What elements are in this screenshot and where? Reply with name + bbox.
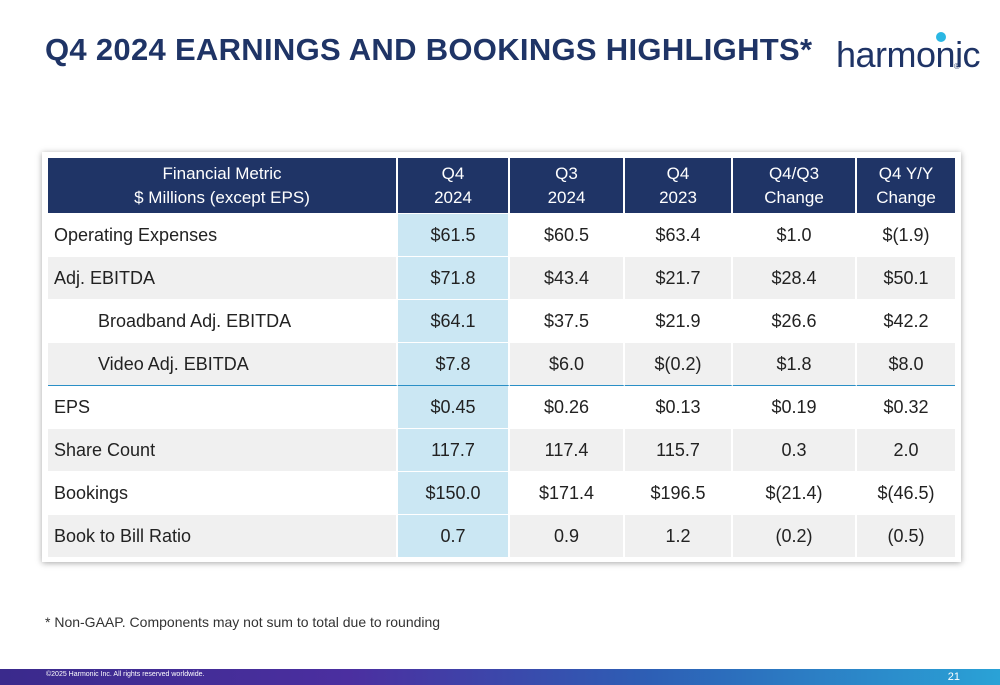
page-number: 21 [947, 671, 960, 683]
cell-value: $1.0 [733, 213, 857, 256]
page-title: Q4 2024 EARNINGS AND BOOKINGS HIGHLIGHTS… [45, 32, 813, 67]
cell-value: $61.5 [398, 213, 510, 256]
cell-value: $43.4 [510, 256, 625, 299]
header-q3-2024: Q3 2024 [510, 158, 625, 213]
header-q4-yy-change: Q4 Y/Y Change [857, 158, 955, 213]
cell-value: $21.9 [625, 299, 733, 342]
footnote: * Non-GAAP. Components may not sum to to… [45, 614, 441, 630]
financial-metrics-table: Financial Metric $ Millions (except EPS) … [48, 158, 955, 557]
table-row: Adj. EBITDA $71.8 $43.4 $21.7 $28.4 $50.… [48, 256, 955, 299]
cell-value: 0.9 [510, 514, 625, 557]
cell-value: $(46.5) [857, 471, 955, 514]
cell-value: $28.4 [733, 256, 857, 299]
cell-value: $0.13 [625, 385, 733, 428]
metric-label: Bookings [48, 471, 398, 514]
cell-value: $50.1 [857, 256, 955, 299]
cell-value: 0.7 [398, 514, 510, 557]
cell-value: 115.7 [625, 428, 733, 471]
cell-value: $64.1 [398, 299, 510, 342]
table-row: EPS $0.45 $0.26 $0.13 $0.19 $0.32 [48, 385, 955, 428]
metric-label: Operating Expenses [48, 213, 398, 256]
header-financial-metric: Financial Metric $ Millions (except EPS) [48, 158, 398, 213]
cell-value: $8.0 [857, 342, 955, 385]
header-q4-2024: Q4 2024 [398, 158, 510, 213]
cell-value: $42.2 [857, 299, 955, 342]
metric-label: Broadband Adj. EBITDA [48, 299, 398, 342]
cell-value: $196.5 [625, 471, 733, 514]
cell-value: $7.8 [398, 342, 510, 385]
table-row: Operating Expenses $61.5 $60.5 $63.4 $1.… [48, 213, 955, 256]
cell-value: $21.7 [625, 256, 733, 299]
table-row: Book to Bill Ratio 0.7 0.9 1.2 (0.2) (0.… [48, 514, 955, 557]
cell-value: 1.2 [625, 514, 733, 557]
cell-value: $(21.4) [733, 471, 857, 514]
logo-play-dot-icon [936, 32, 946, 42]
cell-value: $6.0 [510, 342, 625, 385]
cell-value: $0.26 [510, 385, 625, 428]
metric-label: Video Adj. EBITDA [48, 342, 398, 385]
table-row: Broadband Adj. EBITDA $64.1 $37.5 $21.9 … [48, 299, 955, 342]
metric-label: EPS [48, 385, 398, 428]
table-row: Share Count 117.7 117.4 115.7 0.3 2.0 [48, 428, 955, 471]
cell-value: $71.8 [398, 256, 510, 299]
cell-value: 117.4 [510, 428, 625, 471]
cell-value: 0.3 [733, 428, 857, 471]
cell-value: $60.5 [510, 213, 625, 256]
cell-value: (0.2) [733, 514, 857, 557]
metric-label: Share Count [48, 428, 398, 471]
metric-label: Adj. EBITDA [48, 256, 398, 299]
logo-wordmark: harmonic [836, 34, 981, 75]
table-header-row: Financial Metric $ Millions (except EPS) … [48, 158, 955, 213]
metric-label: Book to Bill Ratio [48, 514, 398, 557]
cell-value: 117.7 [398, 428, 510, 471]
table-row: Bookings $150.0 $171.4 $196.5 $(21.4) $(… [48, 471, 955, 514]
footer-bar [0, 669, 1000, 685]
cell-value: $0.45 [398, 385, 510, 428]
logo-registered-mark: ® [954, 62, 960, 71]
cell-value: $(1.9) [857, 213, 955, 256]
cell-value: $37.5 [510, 299, 625, 342]
cell-value: $0.19 [733, 385, 857, 428]
harmonic-logo: harmonic ® [836, 32, 981, 78]
cell-value: $150.0 [398, 471, 510, 514]
financial-table-container: Financial Metric $ Millions (except EPS) … [42, 152, 961, 562]
cell-value: $1.8 [733, 342, 857, 385]
cell-value: $63.4 [625, 213, 733, 256]
header-q4-2023: Q4 2023 [625, 158, 733, 213]
cell-value: (0.5) [857, 514, 955, 557]
cell-value: $26.6 [733, 299, 857, 342]
cell-value: $0.32 [857, 385, 955, 428]
cell-value: $(0.2) [625, 342, 733, 385]
table-row: Video Adj. EBITDA $7.8 $6.0 $(0.2) $1.8 … [48, 342, 955, 385]
cell-value: 2.0 [857, 428, 955, 471]
cell-value: $171.4 [510, 471, 625, 514]
header-q4-q3-change: Q4/Q3 Change [733, 158, 857, 213]
copyright-text: ©2025 Harmonic Inc. All rights reserved … [46, 671, 205, 678]
